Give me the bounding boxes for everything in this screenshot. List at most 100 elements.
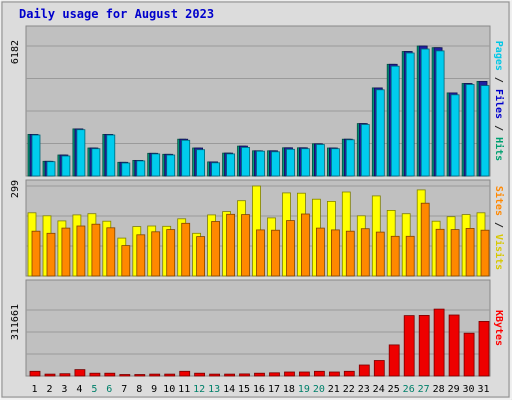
legend-part: / — [493, 71, 504, 89]
chart-title: Daily usage for August 2023 — [19, 7, 214, 21]
bar-visits-sites-day-12 — [196, 236, 206, 277]
bar-visits-sites-day-26 — [405, 235, 415, 277]
bar-kbytes-kbytes-day-24 — [373, 360, 385, 377]
legend-part: Sites — [493, 186, 505, 216]
x-tick-label-day-2: 2 — [46, 384, 52, 395]
bar-visits-sites-day-1 — [31, 230, 41, 277]
bar-visits-sites-day-21 — [330, 229, 340, 277]
bar-kbytes-kbytes-day-2 — [44, 373, 56, 377]
x-tick-label-day-1: 1 — [31, 384, 37, 395]
bar-kbytes-kbytes-day-29 — [448, 314, 460, 377]
x-tick-label-day-20: 20 — [313, 384, 325, 395]
bar-hits-pages-day-26 — [405, 52, 415, 177]
x-tick-label-day-30: 30 — [462, 384, 474, 395]
series-legend-visits: Sites / Visits — [493, 186, 505, 270]
x-tick-label-day-14: 14 — [223, 384, 235, 395]
bar-hits-pages-day-2 — [46, 161, 56, 177]
bar-hits-pages-day-21 — [330, 148, 340, 177]
bar-kbytes-kbytes-day-8 — [134, 374, 146, 377]
x-tick-label-day-10: 10 — [163, 384, 175, 395]
bar-kbytes-kbytes-day-25 — [388, 344, 400, 377]
x-tick-label-day-22: 22 — [343, 384, 355, 395]
bar-hits-pages-day-19 — [300, 148, 310, 177]
bar-kbytes-kbytes-day-10 — [164, 373, 176, 377]
bar-hits-pages-day-31 — [480, 85, 490, 177]
bar-kbytes-kbytes-day-18 — [284, 371, 295, 377]
bar-hits-pages-day-9 — [151, 153, 161, 177]
bar-hits-pages-day-29 — [450, 94, 460, 177]
bar-kbytes-kbytes-day-15 — [239, 373, 250, 377]
bar-kbytes-kbytes-day-1 — [29, 370, 41, 377]
bar-visits-sites-day-13 — [211, 221, 221, 277]
x-tick-label-day-3: 3 — [61, 384, 67, 395]
bar-kbytes-kbytes-day-14 — [224, 373, 236, 377]
bar-visits-sites-day-9 — [151, 231, 161, 277]
legend-part: Files — [493, 89, 505, 119]
bar-hits-pages-day-16 — [256, 150, 265, 177]
bar-hits-pages-day-17 — [271, 151, 280, 177]
bar-hits-pages-day-15 — [241, 146, 250, 177]
bar-hits-pages-day-22 — [345, 139, 355, 177]
bar-kbytes-kbytes-day-6 — [104, 372, 116, 377]
bar-kbytes-kbytes-day-13 — [209, 373, 221, 377]
bar-visits-sites-day-18 — [286, 220, 295, 277]
bar-hits-pages-day-14 — [226, 153, 236, 177]
bar-kbytes-kbytes-day-16 — [254, 372, 265, 377]
x-tick-label-day-5: 5 — [91, 384, 97, 395]
bar-kbytes-kbytes-day-9 — [149, 373, 161, 377]
bar-kbytes-kbytes-day-31 — [478, 320, 490, 377]
bar-hits-pages-day-8 — [136, 160, 146, 177]
bar-kbytes-kbytes-day-28 — [433, 308, 445, 377]
bar-visits-sites-day-8 — [136, 234, 146, 277]
x-tick-label-day-24: 24 — [373, 384, 385, 395]
legend-part: KBytes — [493, 310, 504, 346]
bar-hits-pages-day-23 — [360, 124, 370, 177]
bar-hits-pages-day-13 — [211, 162, 221, 177]
bar-hits-pages-day-3 — [61, 155, 71, 177]
x-tick-label-day-17: 17 — [268, 384, 280, 395]
bar-kbytes-kbytes-day-4 — [74, 369, 86, 377]
bar-kbytes-kbytes-day-23 — [358, 364, 370, 377]
bar-visits-sites-day-30 — [465, 227, 475, 277]
bar-visits-sites-day-10 — [166, 229, 176, 277]
x-tick-label-day-28: 28 — [433, 384, 445, 395]
bar-hits-pages-day-25 — [390, 65, 400, 177]
x-tick-label-day-8: 8 — [136, 384, 142, 395]
bar-kbytes-kbytes-day-30 — [463, 332, 475, 377]
bar-kbytes-kbytes-day-19 — [298, 371, 310, 377]
bar-kbytes-kbytes-day-5 — [89, 372, 101, 377]
legend-part: Pages — [493, 41, 504, 71]
x-tick-label-day-29: 29 — [448, 384, 460, 395]
x-tick-label-day-18: 18 — [283, 384, 295, 395]
bar-visits-sites-day-16 — [256, 229, 265, 277]
panel-hits: 6182 Pages / Files / Hits — [10, 25, 505, 177]
x-tick-label-day-27: 27 — [418, 384, 430, 395]
x-tick-label-day-12: 12 — [193, 384, 205, 395]
x-tick-label-day-25: 25 — [388, 384, 400, 395]
x-tick-label-day-26: 26 — [403, 384, 415, 395]
bar-visits-sites-day-22 — [345, 230, 355, 277]
x-tick-label-day-31: 31 — [477, 384, 489, 395]
bar-visits-sites-day-5 — [91, 223, 101, 277]
bar-hits-pages-day-6 — [106, 134, 116, 177]
bar-visits-sites-day-11 — [181, 222, 191, 277]
bar-visits-sites-day-29 — [450, 229, 460, 277]
series-legend-kbytes: KBytes — [493, 310, 504, 346]
x-tick-label-day-6: 6 — [106, 384, 112, 395]
x-tick-label-day-16: 16 — [253, 384, 265, 395]
bar-hits-pages-day-18 — [286, 148, 295, 177]
y-max-label-hits: 6182 — [10, 40, 21, 64]
bar-visits-sites-day-3 — [61, 227, 71, 277]
x-tick-label-day-19: 19 — [298, 384, 310, 395]
bar-visits-sites-day-31 — [480, 229, 490, 277]
x-tick-label-day-4: 4 — [76, 384, 82, 395]
bar-kbytes-kbytes-day-7 — [119, 374, 131, 377]
bar-hits-pages-day-7 — [121, 162, 131, 177]
bar-visits-sites-day-15 — [241, 214, 250, 277]
bar-visits-sites-day-25 — [390, 235, 400, 277]
bar-visits-sites-day-6 — [106, 227, 116, 277]
bar-visits-sites-day-4 — [76, 225, 86, 277]
x-tick-label-day-21: 21 — [328, 384, 340, 395]
